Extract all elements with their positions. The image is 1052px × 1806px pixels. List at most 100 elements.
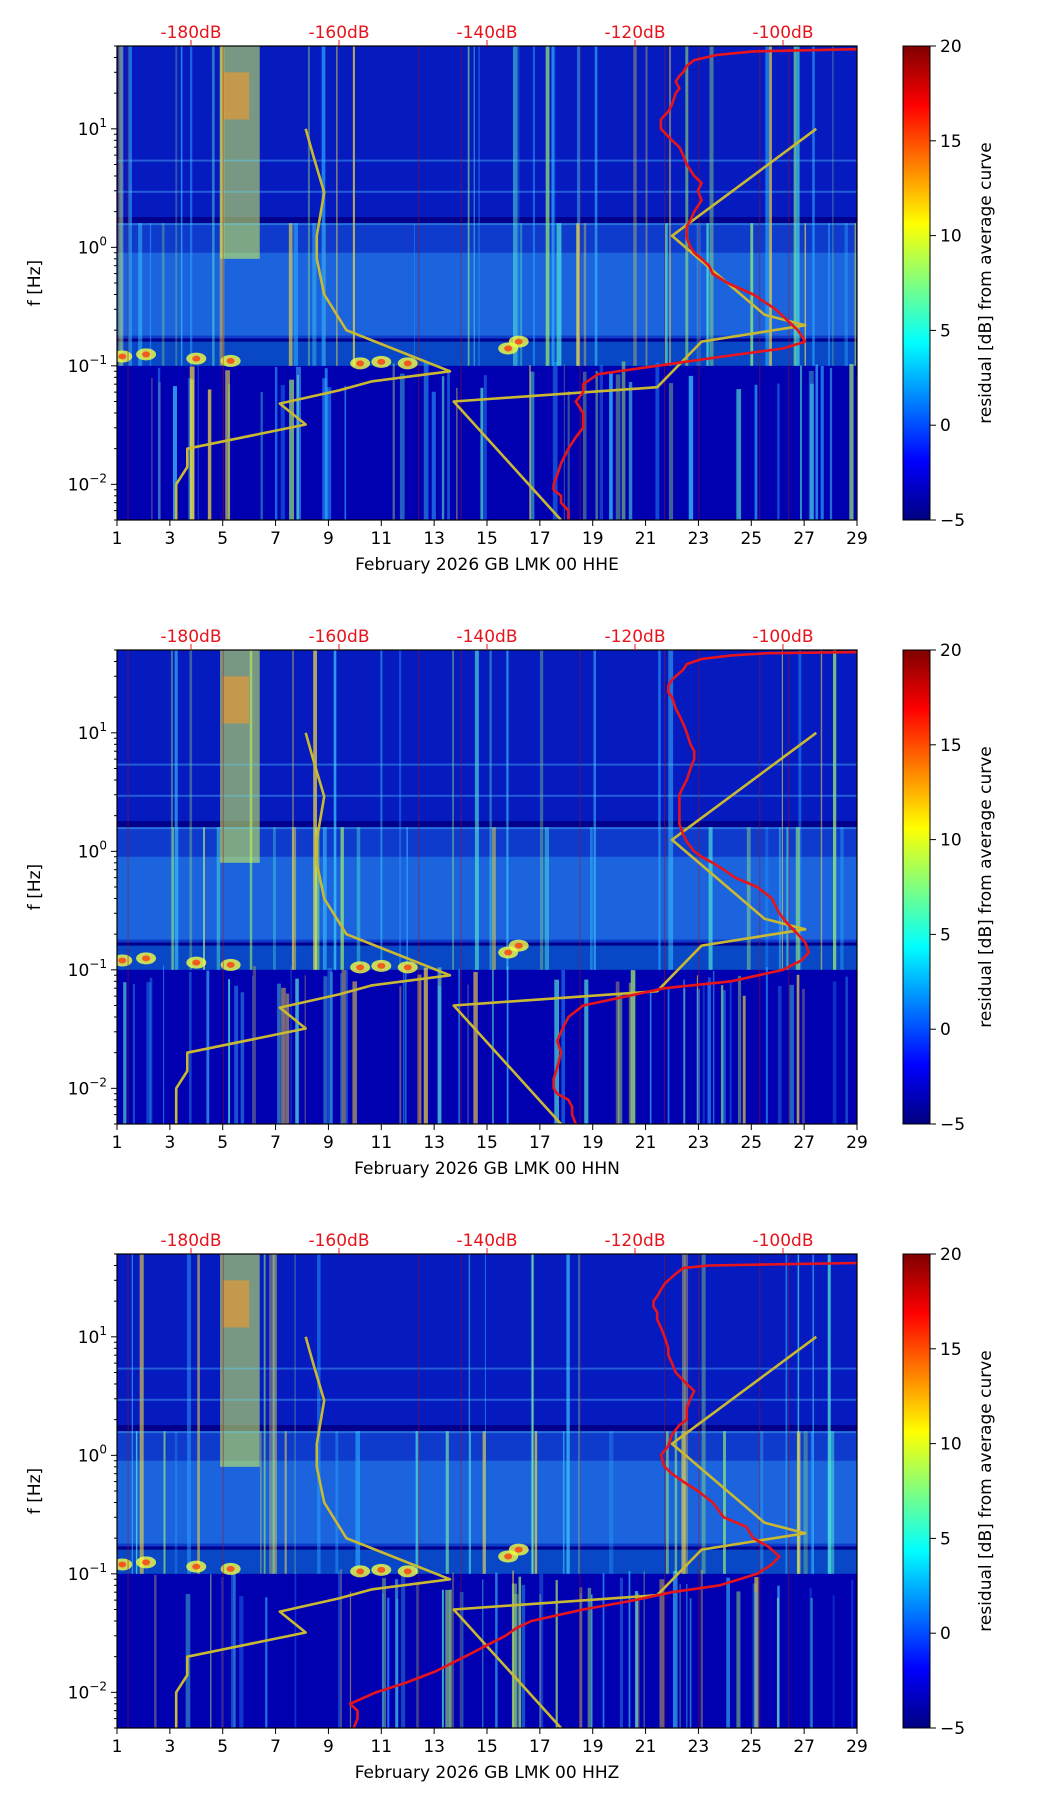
heatmap-streak [736, 1591, 741, 1728]
x-tick-label: 15 [476, 1133, 498, 1153]
x-tick-label: 3 [164, 529, 175, 549]
heatmap-streak [679, 1583, 681, 1728]
heatmap-streak [809, 1587, 812, 1728]
heatmap-streak [634, 1591, 639, 1728]
heatmap-streak [295, 978, 299, 1124]
heatmap-streak [280, 384, 285, 520]
x-tick-label: 17 [529, 1133, 551, 1153]
heatmap-streak [272, 827, 276, 970]
heatmap-streak [146, 982, 151, 1124]
y-axis-label: f [Hz] [25, 260, 45, 306]
heatmap-streak [645, 46, 648, 366]
heatmap-streak [484, 1254, 486, 1574]
heatmap-streak [829, 367, 833, 520]
heatmap-streak [754, 1577, 759, 1728]
heatmap-streak [712, 970, 715, 1124]
heatmap-streak [392, 363, 395, 520]
heatmap-streak [579, 1587, 583, 1728]
heatmap-blob [504, 345, 513, 352]
heatmap-streak [555, 1580, 558, 1728]
colorbar-label: residual [dB] from average curve [976, 1350, 996, 1631]
noise-model-line [174, 1336, 452, 1728]
y-axis-label: f [Hz] [25, 1468, 45, 1514]
x-tick-label: 1 [112, 1737, 123, 1757]
heatmap-streak [277, 983, 281, 1124]
colorbar-tick-label: −5 [940, 511, 965, 531]
heatmap-marker [664, 1254, 666, 1728]
heatmap-line [117, 763, 857, 766]
colorbar-tick-label: 0 [940, 416, 951, 436]
heatmap-streak [531, 1254, 534, 1574]
heatmap-streak [595, 370, 598, 520]
heatmap-streak [664, 223, 668, 366]
heatmap-streak [518, 1576, 522, 1728]
heatmap-streak [820, 365, 824, 520]
heatmap-streak [387, 1597, 390, 1728]
y-tick-label: 10−2 [68, 471, 107, 495]
heatmap-streak [636, 1593, 640, 1728]
heatmap-streak [482, 1431, 486, 1574]
x-tick-label: 19 [582, 1737, 604, 1757]
heatmap-band [117, 252, 857, 336]
heatmap-streak [808, 370, 814, 520]
heatmap-streak [649, 990, 652, 1124]
heatmap-streak [381, 1577, 387, 1728]
heatmap-blob [377, 358, 386, 365]
heatmap-streak [851, 1579, 854, 1728]
heatmap-streak [294, 1254, 296, 1574]
colorbar-label: residual [dB] from average curve [976, 142, 996, 423]
heatmap-streak [284, 1431, 287, 1574]
heatmap-line [117, 1431, 857, 1434]
heatmap-streak [729, 980, 732, 1124]
heatmap-hotspot [222, 72, 250, 120]
heatmap-streak [567, 391, 570, 520]
heatmap-streak [307, 46, 310, 366]
heatmap-streak [190, 46, 193, 366]
heatmap-blob [514, 1546, 523, 1553]
heatmap-streak [529, 371, 535, 520]
heatmap-streak [562, 1431, 565, 1574]
heatmap-streak [417, 974, 422, 1124]
heatmap-streak [149, 977, 153, 1124]
heatmap-streak [239, 1596, 244, 1728]
heatmap-streak [707, 977, 711, 1124]
colorbar-label: residual [dB] from average curve [976, 746, 996, 1027]
colorbar [902, 649, 931, 1125]
heatmap-marker [418, 1254, 420, 1728]
heatmap-streak [630, 970, 636, 1124]
heatmap-streak [820, 650, 823, 970]
heatmap-marker [460, 1254, 462, 1728]
heatmap-streak [832, 46, 834, 366]
heatmap-streak [672, 1570, 678, 1728]
db-label: -180dB [160, 23, 221, 43]
high-noise-model-line [452, 127, 818, 520]
colorbar-tick-label: 15 [940, 1340, 962, 1360]
heatmap-streak [686, 1583, 688, 1728]
x-tick-label: 11 [370, 1737, 392, 1757]
heatmap-marker [460, 46, 462, 520]
heatmap-streak [252, 975, 254, 1124]
heatmap-streak [754, 1592, 758, 1728]
colorbar-tick-label: 20 [940, 641, 962, 661]
heatmap-streak [404, 965, 407, 1124]
heatmap-streak [765, 46, 770, 366]
heatmap-streak [344, 385, 347, 520]
heatmap-streak [158, 382, 161, 520]
heatmap-streak [396, 1598, 399, 1728]
db-label: -160dB [308, 627, 369, 647]
heatmap-marker [418, 650, 420, 1124]
heatmap-streak [431, 391, 436, 520]
heatmap-streak [506, 966, 509, 1124]
heatmap-streak [797, 1254, 800, 1574]
heatmap-line [117, 1398, 857, 1401]
heatmap-streak [197, 364, 199, 520]
x-tick-label: 19 [582, 529, 604, 549]
y-tick-label: 101 [78, 116, 107, 140]
x-tick-label: 3 [164, 1133, 175, 1153]
heatmap-streak [583, 223, 587, 366]
heatmap-blob [118, 957, 127, 964]
heatmap-blob [192, 355, 201, 362]
heatmap-streak [854, 223, 856, 366]
heatmap-streak [452, 650, 454, 970]
